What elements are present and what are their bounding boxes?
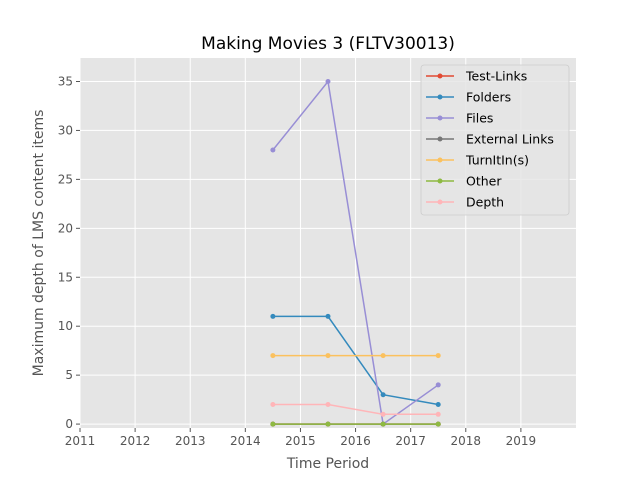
x-axis-ticks: 2011 2012 2013 2014 2015 2016 2017 2018 2019	[65, 428, 536, 448]
legend-marker	[437, 178, 443, 184]
legend-label: Other	[466, 174, 502, 189]
data-point-files	[270, 147, 276, 153]
y-tick-label: 10	[58, 319, 73, 333]
y-tick-label: 30	[58, 123, 73, 137]
x-tick-label: 2011	[65, 434, 96, 448]
legend-label: Files	[466, 111, 493, 126]
data-point-depth	[325, 402, 331, 408]
legend-item-turnitin-s: TurnItIn(s)	[426, 153, 529, 168]
legend-marker	[437, 157, 443, 163]
legend-item-other: Other	[426, 174, 502, 189]
legend-box	[420, 64, 570, 216]
data-point-depth	[435, 411, 441, 417]
data-point-folders	[270, 313, 276, 319]
data-point-other	[325, 421, 331, 427]
data-point-folders	[380, 392, 386, 398]
y-tick-label: 5	[65, 368, 73, 382]
legend-item-external-links: External Links	[426, 132, 554, 147]
series-line-files	[272, 79, 439, 426]
data-point-folders	[435, 402, 441, 408]
y-tick-label: 15	[58, 270, 73, 284]
data-point-other	[270, 421, 276, 427]
legend-marker	[437, 115, 443, 121]
data-point-depth	[380, 411, 386, 417]
series-lines	[270, 78, 441, 427]
y-tick-label: 35	[58, 74, 73, 88]
chart-title: Making Movies 3 (FLTV30013)	[201, 34, 455, 54]
data-point-other	[435, 421, 441, 427]
series-depth	[270, 402, 441, 417]
x-tick-label: 2018	[451, 434, 482, 448]
legend-item-depth: Depth	[426, 195, 504, 210]
x-tick-label: 2012	[120, 434, 151, 448]
legend-item-files: Files	[426, 111, 493, 126]
legend-item-test-links: Test-Links	[426, 69, 527, 84]
legend: Test-Links Folders Files External Links Turn…	[420, 64, 570, 216]
y-tick-label: 20	[58, 221, 73, 235]
legend-marker	[437, 73, 443, 79]
x-tick-label: 2016	[340, 434, 371, 448]
legend-label: Test-Links	[465, 69, 527, 84]
x-tick-label: 2017	[395, 434, 426, 448]
y-tick-label: 25	[58, 172, 73, 186]
legend-marker	[437, 199, 443, 205]
legend-label: TurnItIn(s)	[465, 153, 529, 168]
x-tick-label: 2013	[175, 434, 206, 448]
y-axis-title: Maximum depth of LMS content items	[31, 110, 47, 377]
series-turnitin-s	[270, 353, 441, 359]
series-other	[270, 421, 441, 427]
x-tick-label: 2014	[230, 434, 261, 448]
series-line-depth	[272, 403, 439, 416]
legend-label: Folders	[466, 90, 511, 105]
x-tick-label: 2019	[506, 434, 537, 448]
data-point-turnitin-s	[325, 353, 331, 359]
legend-item-folders: Folders	[426, 90, 511, 105]
x-tick-label: 2015	[285, 434, 316, 448]
data-point-folders	[325, 313, 331, 319]
y-tick-label: 0	[65, 417, 73, 431]
x-axis-title: Time Period	[286, 456, 369, 472]
data-point-turnitin-s	[435, 353, 441, 359]
legend-label: Depth	[466, 195, 504, 210]
legend-marker	[437, 136, 443, 142]
data-point-depth	[270, 402, 276, 408]
data-point-files	[325, 78, 331, 84]
data-point-files	[435, 382, 441, 388]
legend-label: External Links	[466, 132, 554, 147]
data-point-turnitin-s	[270, 353, 276, 359]
legend-marker	[437, 94, 443, 100]
data-point-other	[380, 421, 386, 427]
data-point-turnitin-s	[380, 353, 386, 359]
y-axis-ticks: 0 5 10 15 20 25 30 35	[58, 74, 80, 431]
